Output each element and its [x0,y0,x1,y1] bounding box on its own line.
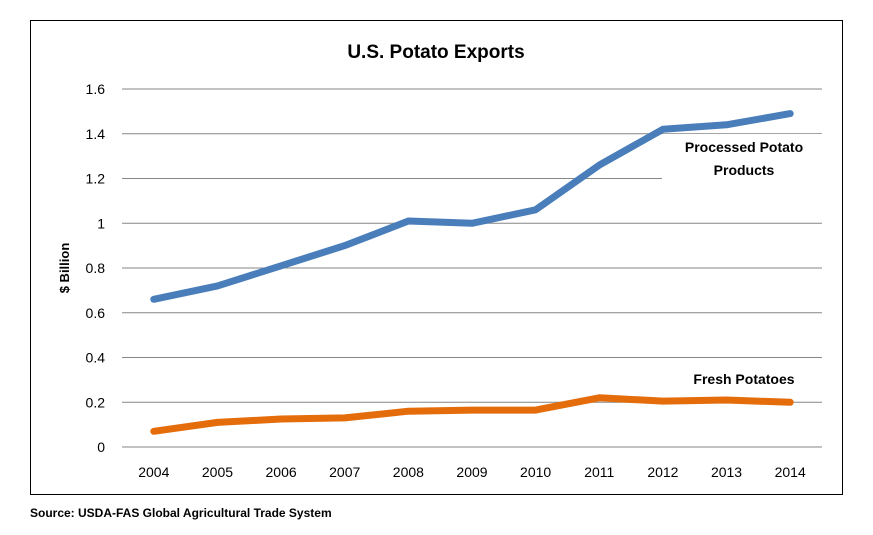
chart-title: U.S. Potato Exports [347,42,524,63]
x-tick-label: 2012 [647,464,678,480]
series-labels: Processed Potato Products Fresh Potatoes [662,134,826,390]
data-point [407,220,410,223]
y-tick-label: 1.4 [86,126,106,142]
data-point [725,399,728,402]
y-tick-label: 1.6 [86,81,106,97]
data-point [534,208,537,211]
data-point [661,128,664,131]
y-tick-label: 0.8 [86,260,106,276]
data-point [216,284,219,287]
series-label: Fresh Potatoes [693,371,794,387]
y-tick-label: 1.2 [86,171,106,187]
data-point [280,418,283,421]
data-point [152,430,155,433]
data-point [789,401,792,404]
source-note: Source: USDA-FAS Global Agricultural Tra… [30,506,332,520]
x-tick-label: 2014 [775,464,806,480]
y-axis-label: $ Billion [57,243,72,294]
data-point [534,409,537,412]
x-axis-tick-labels: 2004 2005 2006 2007 2008 2009 2010 2011 2012 2013… [138,464,806,480]
series-label-background [662,134,826,186]
y-tick-label: 0 [97,439,105,455]
series-label-background [670,366,822,390]
data-point [598,396,601,399]
data-point [152,298,155,301]
x-tick-label: 2011 [584,464,614,480]
series-label: Products [714,162,775,178]
data-point [661,400,664,403]
data-point [216,421,219,424]
data-point [280,264,283,267]
x-tick-label: 2006 [266,464,297,480]
series-line-fresh-potatoes [150,394,794,435]
x-tick-label: 2009 [456,464,487,480]
data-point [725,123,728,126]
data-point [789,112,792,115]
x-tick-label: 2008 [393,464,424,480]
data-point [471,409,473,412]
data-point [471,222,473,225]
data-point [343,244,346,247]
data-point [598,164,601,167]
data-point [343,416,346,419]
series-label: Processed Potato [685,139,803,155]
data-point [407,410,410,413]
series-lines [150,110,794,435]
x-tick-label: 2004 [138,464,169,480]
y-axis-tick-labels: 0 0.2 0.4 0.6 0.8 1 1.2 1.4 1.6 [86,81,106,455]
y-tick-label: 1 [97,215,105,231]
x-tick-label: 2007 [329,464,360,480]
y-tick-label: 0.6 [86,305,106,321]
x-tick-label: 2010 [520,464,551,480]
chart-frame [30,20,843,495]
x-tick-label: 2005 [202,464,233,480]
y-tick-label: 0.4 [86,350,106,366]
y-tick-label: 0.2 [86,394,106,410]
x-tick-label: 2013 [711,464,742,480]
